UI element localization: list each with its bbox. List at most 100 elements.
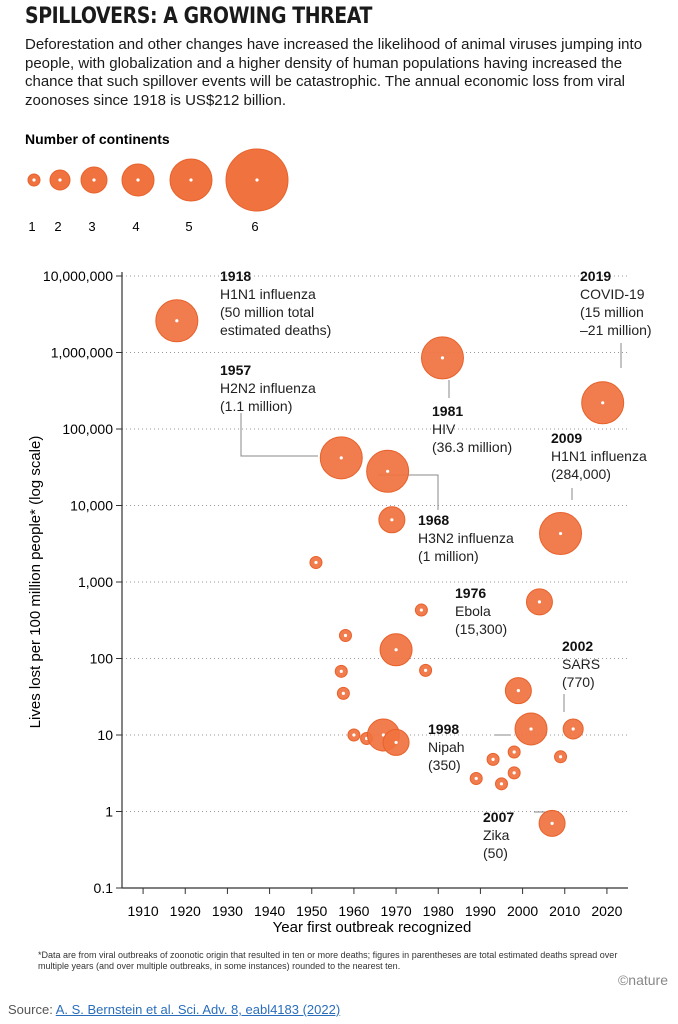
annotation-year-1968: 1968 bbox=[418, 512, 449, 528]
chart-svg: Number of continents 1 2 3 4 5 6 10,000,000 1,00… bbox=[25, 131, 668, 988]
annotation-text-2019: (15 million bbox=[580, 304, 644, 320]
data-bubble-center bbox=[314, 560, 318, 565]
annotation-text-1968: H3N2 influenza bbox=[418, 530, 514, 546]
size-legend-title: Number of continents bbox=[25, 131, 170, 147]
size-legend-dot bbox=[255, 178, 259, 182]
data-bubble-center bbox=[474, 776, 478, 781]
annotation-text-1998: Nipah bbox=[428, 739, 465, 755]
annotation-year-2009: 2009 bbox=[551, 430, 582, 446]
annotation-text-2019: –21 million) bbox=[580, 322, 652, 338]
x-tick-label: 1990 bbox=[465, 903, 496, 919]
x-tick-label: 1950 bbox=[296, 903, 327, 919]
x-axis-title: Year first outbreak recognized bbox=[273, 919, 472, 936]
data-bubble-center bbox=[440, 356, 445, 360]
data-bubble-center bbox=[558, 755, 563, 759]
data-bubble-center bbox=[601, 401, 605, 405]
annotation-text-2009: H1N1 influenza bbox=[551, 448, 647, 464]
size-legend-label: 2 bbox=[54, 219, 61, 234]
chart-title: SPILLOVERS: A GROWING THREAT bbox=[25, 4, 373, 29]
x-tick-label: 1910 bbox=[128, 903, 159, 919]
data-bubble-center bbox=[175, 319, 179, 323]
data-bubble-center bbox=[499, 782, 504, 786]
x-tick-label: 2000 bbox=[507, 903, 538, 919]
annotation-text-2019: COVID-19 bbox=[580, 286, 645, 302]
annotation-year-1976: 1976 bbox=[455, 585, 486, 601]
annotation-text-1918: H1N1 influenza bbox=[220, 286, 316, 302]
data-bubble-center bbox=[529, 727, 533, 731]
size-legend-dot bbox=[58, 178, 62, 182]
size-legend-dot bbox=[92, 178, 96, 182]
size-legend-dot bbox=[136, 178, 140, 182]
annotation-text-1918: estimated deaths) bbox=[220, 322, 331, 338]
y-tick-label: 100 bbox=[90, 651, 114, 667]
y-tick-label: 10,000 bbox=[70, 498, 113, 514]
annotation-year-1957: 1957 bbox=[220, 362, 251, 378]
data-bubble-center bbox=[558, 531, 563, 536]
data-bubble-center bbox=[571, 727, 575, 731]
annotation-text-1981: (36.3 million) bbox=[432, 439, 512, 455]
annotation-year-1981: 1981 bbox=[432, 403, 463, 419]
annotation-text-1957: H2N2 influenza bbox=[220, 380, 316, 396]
data-bubble-center bbox=[339, 669, 343, 673]
y-tick-label: 0.1 bbox=[94, 880, 114, 896]
annotation-text-2007: Zika bbox=[483, 827, 510, 843]
y-tick-label: 1,000 bbox=[78, 574, 113, 590]
size-legend-label: 6 bbox=[251, 219, 258, 234]
y-tick-label: 1 bbox=[105, 804, 113, 820]
annotation-text-1976: (15,300) bbox=[455, 621, 507, 637]
y-tick-label: 10,000,000 bbox=[43, 268, 113, 284]
data-bubble-center bbox=[512, 771, 516, 775]
x-tick-label: 1980 bbox=[423, 903, 454, 919]
size-legend-dot bbox=[32, 178, 36, 182]
annotation-year-2002: 2002 bbox=[562, 638, 593, 654]
annotation-year-2019: 2019 bbox=[580, 268, 611, 284]
annotation-text-2002: (770) bbox=[562, 674, 595, 690]
data-bubble-center bbox=[390, 518, 394, 522]
data-bubble-center bbox=[381, 733, 386, 737]
data-bubble-center bbox=[339, 456, 343, 460]
annotation-text-1981: HIV bbox=[432, 421, 456, 437]
source-line: Source: A. S. Bernstein et al. Sci. Adv.… bbox=[8, 1002, 340, 1017]
annotation-year-1998: 1998 bbox=[428, 721, 459, 737]
leader-1957 bbox=[240, 413, 318, 457]
data-bubble-center bbox=[341, 691, 345, 695]
data-bubble-center bbox=[512, 750, 516, 754]
data-bubble-center bbox=[352, 733, 356, 737]
data-bubble-center bbox=[537, 600, 542, 604]
y-tick-label: 100,000 bbox=[62, 421, 113, 437]
data-bubble-center bbox=[550, 821, 554, 825]
data-bubble-center bbox=[394, 648, 398, 652]
source-link[interactable]: A. S. Bernstein et al. Sci. Adv. 8, eabl… bbox=[55, 1002, 341, 1017]
x-tick-label: 1940 bbox=[254, 903, 285, 919]
source-label: Source: bbox=[8, 1002, 56, 1017]
data-bubble-center bbox=[394, 740, 398, 745]
data-bubble-center bbox=[386, 469, 390, 473]
data-bubble-center bbox=[491, 757, 495, 761]
annotation-text-1998: (350) bbox=[428, 757, 461, 773]
size-legend-label: 4 bbox=[132, 219, 139, 234]
annotation-text-1968: (1 million) bbox=[418, 548, 479, 564]
annotation-year-2007: 2007 bbox=[483, 809, 514, 825]
annotation-text-1976: Ebola bbox=[455, 603, 491, 619]
annotation-text-1957: (1.1 million) bbox=[220, 398, 292, 414]
annotation-text-2007: (50) bbox=[483, 845, 508, 861]
annotation-year-1918: 1918 bbox=[220, 268, 251, 284]
x-tick-label: 1930 bbox=[212, 903, 243, 919]
x-tick-label: 1970 bbox=[381, 903, 412, 919]
x-tick-label: 1960 bbox=[338, 903, 369, 919]
y-axis-title: Lives lost per 100 million people* (log … bbox=[27, 436, 44, 729]
size-legend-label: 3 bbox=[88, 219, 95, 234]
size-legend-label: 5 bbox=[185, 219, 192, 234]
data-bubble-center bbox=[343, 633, 348, 638]
nature-credit: ©nature bbox=[618, 972, 668, 988]
y-tick-label: 1,000,000 bbox=[51, 345, 113, 361]
y-tick-label: 10 bbox=[97, 727, 113, 743]
size-legend-dot bbox=[189, 178, 193, 182]
data-bubble-center bbox=[424, 668, 428, 672]
x-tick-label: 1920 bbox=[170, 903, 201, 919]
chart-subtitle: Deforestation and other changes have inc… bbox=[25, 36, 643, 109]
size-legend-label: 1 bbox=[28, 219, 35, 234]
footnote-line-2: multiple years (and over multiple outbre… bbox=[38, 961, 400, 971]
x-tick-label: 2010 bbox=[549, 903, 580, 919]
annotation-text-2009: (284,000) bbox=[551, 466, 611, 482]
